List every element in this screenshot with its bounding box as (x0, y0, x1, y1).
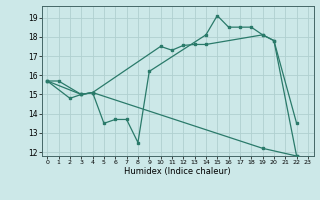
X-axis label: Humidex (Indice chaleur): Humidex (Indice chaleur) (124, 167, 231, 176)
